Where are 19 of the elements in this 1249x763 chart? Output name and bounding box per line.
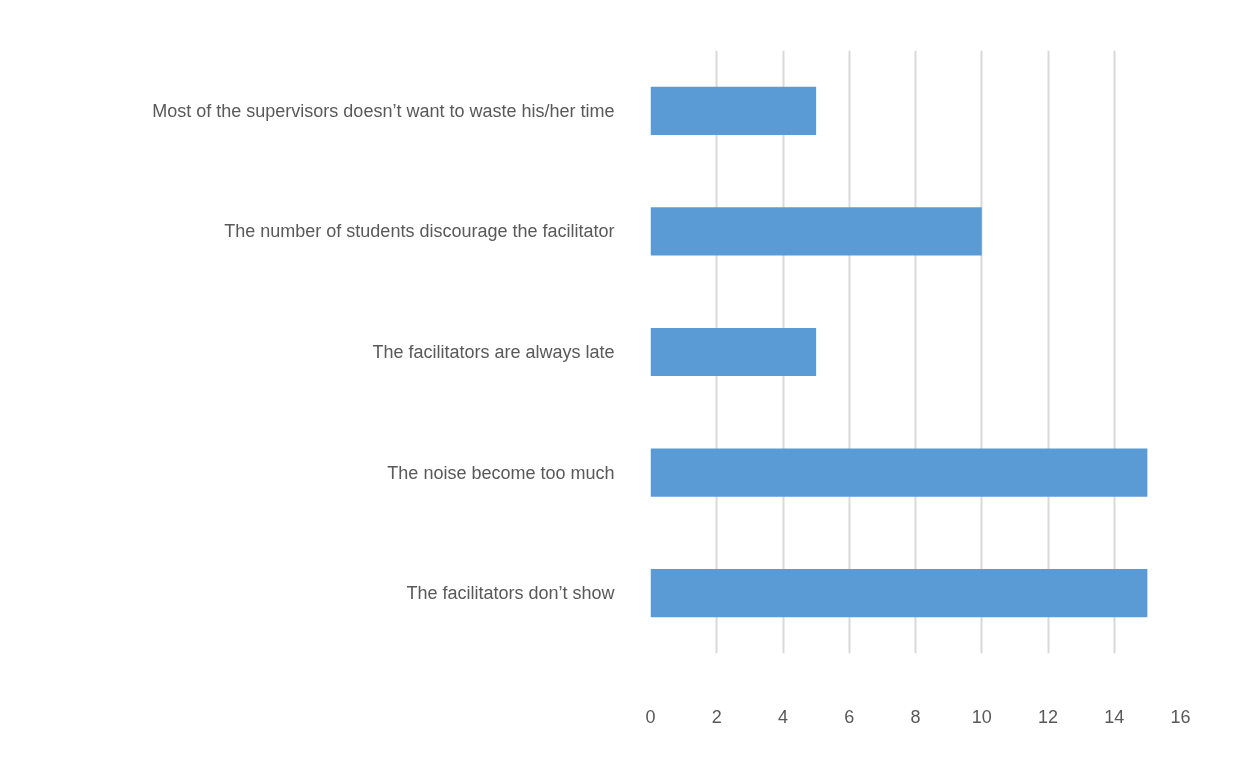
x-tick-label: 10 (971, 706, 992, 727)
x-tick-label: 0 (645, 706, 656, 727)
bar (650, 207, 982, 256)
x-tick-label: 16 (1170, 706, 1191, 727)
bar (650, 569, 1148, 618)
x-tick-label: 2 (711, 706, 722, 727)
y-tick-label: Most of the supervisors doesn’t want to waste his/her time (152, 100, 615, 121)
x-tick-label: 8 (910, 706, 921, 727)
bar (650, 448, 1148, 497)
y-tick-label: The facilitators don’t show (406, 583, 616, 604)
bar (650, 327, 817, 377)
y-tick-label: The noise become too much (387, 462, 615, 483)
x-tick-label: 14 (1104, 706, 1125, 727)
x-tick-label: 4 (777, 706, 789, 727)
x-tick-label: 12 (1037, 706, 1059, 727)
y-tick-label: The number of students discourage the facilitator (224, 221, 615, 242)
x-tick-label: 6 (844, 706, 855, 727)
y-tick-label: The facilitators are always late (372, 342, 615, 362)
bar (650, 86, 817, 135)
